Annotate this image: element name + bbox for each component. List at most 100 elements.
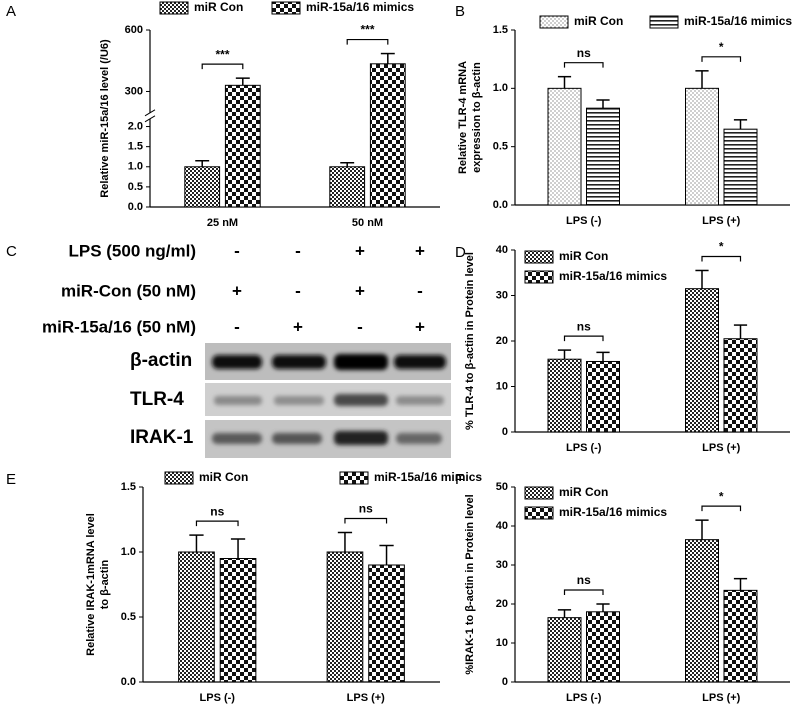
axis-break — [144, 112, 156, 119]
legend-swatch — [271, 1, 301, 15]
y-tick-label: 0.0 — [493, 199, 508, 211]
lane-sign: + — [355, 241, 365, 260]
legend-swatch — [524, 486, 554, 500]
band-label: IRAK-1 — [130, 427, 194, 448]
y-tick-label: 300 — [125, 85, 143, 97]
legend-swatch — [159, 1, 189, 15]
significance-bracket — [346, 38, 389, 45]
panel: F 0 10 20 30 40 50 %IRAK-1 to β-actin in Protei… — [455, 471, 790, 704]
condition-label: LPS (500 ng/ml) — [68, 241, 196, 260]
lane-sign: + — [355, 281, 365, 300]
significance-label: * — [719, 489, 724, 503]
y-axis-label: Relative miR-15a/16 level (/U6) — [99, 39, 111, 198]
legend-swatch — [539, 15, 569, 29]
y-tick-label: 40 — [496, 520, 508, 532]
lane-sign: - — [295, 241, 301, 260]
y-axis-label: Relative IRAK-1mRNA level — [85, 513, 97, 656]
x-tick-label: LPS (-) — [566, 692, 602, 704]
panel-letter: A — [6, 3, 16, 20]
y-tick-label: 0 — [502, 676, 508, 688]
lane-sign: - — [234, 317, 240, 336]
axis-break-mark — [144, 109, 156, 117]
y-tick-label: 1.5 — [493, 24, 508, 36]
band-label: β-actin — [130, 350, 192, 371]
legend-label: miR Con — [559, 249, 608, 263]
y-axis-label: % TLR-4 to β-actin in Protein level — [464, 252, 476, 430]
significance-label: ns — [577, 573, 591, 587]
x-tick-label: LPS (-) — [200, 692, 236, 704]
bar — [184, 166, 221, 208]
significance-label: * — [719, 240, 724, 254]
panel-letter: F — [455, 471, 464, 488]
bar — [178, 551, 215, 683]
lane-sign: - — [295, 281, 301, 300]
x-tick-label: 25 nM — [207, 217, 238, 229]
lane-sign: - — [417, 281, 423, 300]
y-tick-label: 50 — [496, 481, 508, 493]
y-tick-label: 0.5 — [128, 181, 143, 193]
lane-sign: + — [232, 281, 242, 300]
significance-bracket — [563, 335, 604, 342]
legend-swatch — [524, 506, 554, 520]
legend-label: miR-15a/16 mimics — [684, 14, 792, 28]
axis-break-mark — [144, 115, 156, 123]
lane-sign: - — [357, 317, 363, 336]
legend-label: miR-15a/16 mimics — [559, 505, 667, 519]
panel: D 0 10 20 30 40 % TLR-4 to β-actin in Protein … — [455, 240, 790, 454]
significance-bracket — [344, 517, 388, 524]
significance-label: *** — [215, 47, 229, 61]
panel: B 0.0 0.5 1.0 1.5 Relative TLR-4 mRNA expressi… — [455, 3, 792, 227]
lane-sign: + — [415, 241, 425, 260]
legend-label: miR Con — [559, 485, 608, 499]
band-label: TLR-4 — [130, 389, 184, 410]
panel-letter: C — [6, 243, 17, 260]
bar — [586, 107, 620, 206]
y-tick-label: 40 — [496, 244, 508, 256]
panel-letter: D — [455, 244, 466, 261]
significance-bracket — [195, 520, 239, 527]
x-tick-label: 50 nM — [352, 217, 383, 229]
bar — [219, 558, 257, 683]
lane-sign: + — [293, 317, 303, 336]
bands — [212, 354, 446, 445]
y-tick-label: 20 — [496, 598, 508, 610]
y-tick-label: 10 — [496, 637, 508, 649]
legend-swatch — [524, 250, 554, 264]
x-tick-label: LPS (-) — [566, 442, 602, 454]
significance-bracket — [201, 63, 244, 70]
bar — [685, 539, 719, 683]
y-tick-label: 0.0 — [121, 676, 136, 688]
y-tick-label: 30 — [496, 289, 508, 301]
y-tick-label: 10 — [496, 380, 508, 392]
significance-label: ns — [359, 502, 373, 516]
y-tick-label: 600 — [125, 24, 143, 36]
lane-sign: - — [234, 241, 240, 260]
x-tick-label: LPS (+) — [702, 442, 741, 454]
significance-bracket — [563, 62, 604, 68]
bar — [329, 166, 366, 208]
bar — [723, 589, 758, 683]
legend-label: miR Con — [194, 0, 243, 14]
legend-label: miR-15a/16 mimics — [559, 269, 667, 283]
significance-bracket — [563, 589, 604, 595]
x-tick-label: LPS (-) — [566, 215, 602, 227]
significance-bracket — [701, 505, 742, 512]
significance-label: ns — [577, 46, 591, 60]
legend-label: miR Con — [199, 470, 248, 484]
y-tick-label: 0.5 — [121, 611, 136, 623]
significance-bracket — [701, 56, 742, 62]
x-tick-label: LPS (+) — [347, 692, 386, 704]
bar — [368, 564, 405, 683]
legend-swatch — [649, 15, 679, 29]
bar — [326, 551, 364, 683]
y-tick-label: 0.5 — [493, 141, 508, 153]
bar — [685, 288, 719, 433]
legend-label: miR-15a/16 mimics — [374, 470, 482, 484]
condition-label: miR-Con (50 nM) — [61, 281, 196, 300]
western-blot: C — [6, 243, 451, 458]
y-tick-label: 1.0 — [121, 546, 136, 558]
significance-label: *** — [360, 23, 374, 37]
significance-label: ns — [210, 504, 224, 518]
y-tick-label: 0.0 — [128, 201, 143, 213]
bar — [586, 611, 620, 683]
